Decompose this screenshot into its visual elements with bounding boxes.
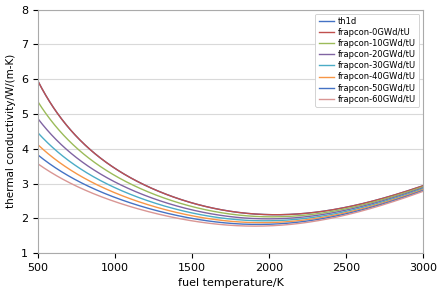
frapcon-60GWd/tU: [35, 162, 41, 166]
frapcon-10GWd/tU: [293, 214, 299, 218]
Line: frapcon-60GWd/tU: frapcon-60GWd/tU: [38, 164, 424, 226]
frapcon-50GWd/tU: [293, 220, 299, 224]
frapcon-0GWd/tU: [273, 213, 279, 216]
frapcon-20GWd/tU: [326, 212, 331, 215]
th1d: [104, 161, 109, 164]
frapcon-30GWd/tU: [293, 218, 299, 221]
Y-axis label: thermal conductivity/W/(m-K): thermal conductivity/W/(m-K): [6, 54, 16, 208]
frapcon-60GWd/tU: [104, 197, 109, 200]
frapcon-10GWd/tU: [35, 100, 41, 103]
frapcon-50GWd/tU: [326, 216, 331, 219]
th1d: [326, 209, 331, 212]
frapcon-40GWd/tU: [134, 199, 140, 203]
frapcon-0GWd/tU: [104, 161, 109, 164]
th1d: [35, 79, 41, 83]
frapcon-30GWd/tU: [35, 131, 41, 135]
Line: frapcon-40GWd/tU: frapcon-40GWd/tU: [38, 145, 424, 223]
frapcon-40GWd/tU: [104, 187, 109, 191]
frapcon-30GWd/tU: [262, 219, 268, 223]
frapcon-60GWd/tU: [252, 224, 257, 228]
frapcon-30GWd/tU: [326, 213, 331, 217]
frapcon-50GWd/tU: [35, 153, 41, 157]
frapcon-10GWd/tU: [134, 185, 140, 189]
frapcon-30GWd/tU: [263, 219, 268, 223]
frapcon-0GWd/tU: [293, 212, 299, 216]
frapcon-20GWd/tU: [104, 176, 109, 179]
frapcon-50GWd/tU: [210, 220, 215, 223]
frapcon-60GWd/tU: [263, 224, 268, 228]
frapcon-10GWd/tU: [104, 168, 109, 172]
th1d: [210, 206, 215, 210]
frapcon-20GWd/tU: [262, 217, 268, 220]
frapcon-60GWd/tU: [326, 217, 331, 220]
frapcon-50GWd/tU: [134, 203, 140, 207]
frapcon-10GWd/tU: [326, 210, 331, 214]
frapcon-20GWd/tU: [35, 117, 41, 121]
frapcon-40GWd/tU: [259, 221, 264, 224]
frapcon-40GWd/tU: [293, 219, 299, 223]
frapcon-10GWd/tU: [421, 185, 426, 188]
frapcon-20GWd/tU: [210, 212, 215, 216]
frapcon-10GWd/tU: [210, 209, 215, 213]
frapcon-0GWd/tU: [210, 206, 215, 210]
th1d: [421, 184, 426, 187]
frapcon-40GWd/tU: [35, 143, 41, 146]
frapcon-20GWd/tU: [293, 216, 299, 220]
Legend: th1d, frapcon-0GWd/tU, frapcon-10GWd/tU, frapcon-20GWd/tU, frapcon-30GWd/tU, fra: th1d, frapcon-0GWd/tU, frapcon-10GWd/tU,…: [315, 14, 419, 107]
frapcon-40GWd/tU: [263, 221, 268, 224]
frapcon-50GWd/tU: [421, 188, 426, 192]
X-axis label: fuel temperature/K: fuel temperature/K: [178, 278, 284, 288]
frapcon-50GWd/tU: [104, 192, 109, 196]
frapcon-40GWd/tU: [326, 214, 331, 218]
frapcon-50GWd/tU: [263, 223, 268, 226]
frapcon-40GWd/tU: [210, 218, 215, 221]
th1d: [134, 180, 140, 183]
Line: frapcon-50GWd/tU: frapcon-50GWd/tU: [38, 155, 424, 224]
frapcon-0GWd/tU: [421, 184, 426, 187]
frapcon-40GWd/tU: [421, 188, 426, 191]
frapcon-10GWd/tU: [269, 215, 275, 219]
frapcon-0GWd/tU: [262, 213, 268, 216]
frapcon-60GWd/tU: [134, 207, 140, 210]
frapcon-30GWd/tU: [104, 182, 109, 185]
th1d: [273, 213, 279, 216]
frapcon-60GWd/tU: [421, 189, 426, 193]
frapcon-20GWd/tU: [266, 217, 271, 220]
frapcon-30GWd/tU: [421, 187, 426, 190]
frapcon-60GWd/tU: [293, 222, 299, 225]
frapcon-20GWd/tU: [134, 191, 140, 194]
frapcon-0GWd/tU: [35, 79, 41, 83]
Line: th1d: th1d: [38, 81, 424, 215]
frapcon-20GWd/tU: [421, 186, 426, 189]
frapcon-30GWd/tU: [210, 215, 215, 218]
frapcon-50GWd/tU: [256, 223, 261, 226]
Line: frapcon-20GWd/tU: frapcon-20GWd/tU: [38, 119, 424, 219]
Line: frapcon-10GWd/tU: frapcon-10GWd/tU: [38, 102, 424, 217]
th1d: [293, 212, 299, 216]
frapcon-0GWd/tU: [326, 209, 331, 212]
frapcon-60GWd/tU: [210, 222, 215, 225]
Line: frapcon-30GWd/tU: frapcon-30GWd/tU: [38, 133, 424, 221]
frapcon-30GWd/tU: [134, 195, 140, 199]
frapcon-10GWd/tU: [262, 215, 268, 218]
frapcon-0GWd/tU: [134, 180, 140, 183]
th1d: [262, 213, 268, 216]
Line: frapcon-0GWd/tU: frapcon-0GWd/tU: [38, 81, 424, 215]
